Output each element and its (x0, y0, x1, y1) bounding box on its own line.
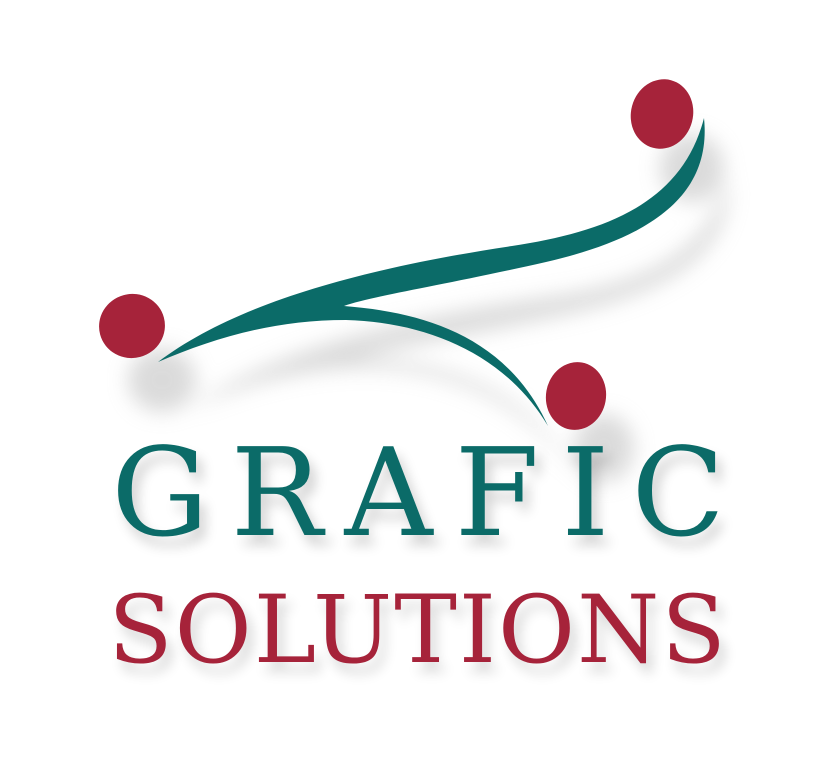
top-right-dot (630, 79, 694, 149)
bottom-dot (545, 362, 607, 430)
logo-wordmark-solutions: SOLUTIONS (108, 576, 728, 685)
teal-swoosh (158, 118, 705, 426)
left-dot (99, 293, 165, 359)
logo-wordmark-grafic: GRAFIC (111, 422, 747, 564)
